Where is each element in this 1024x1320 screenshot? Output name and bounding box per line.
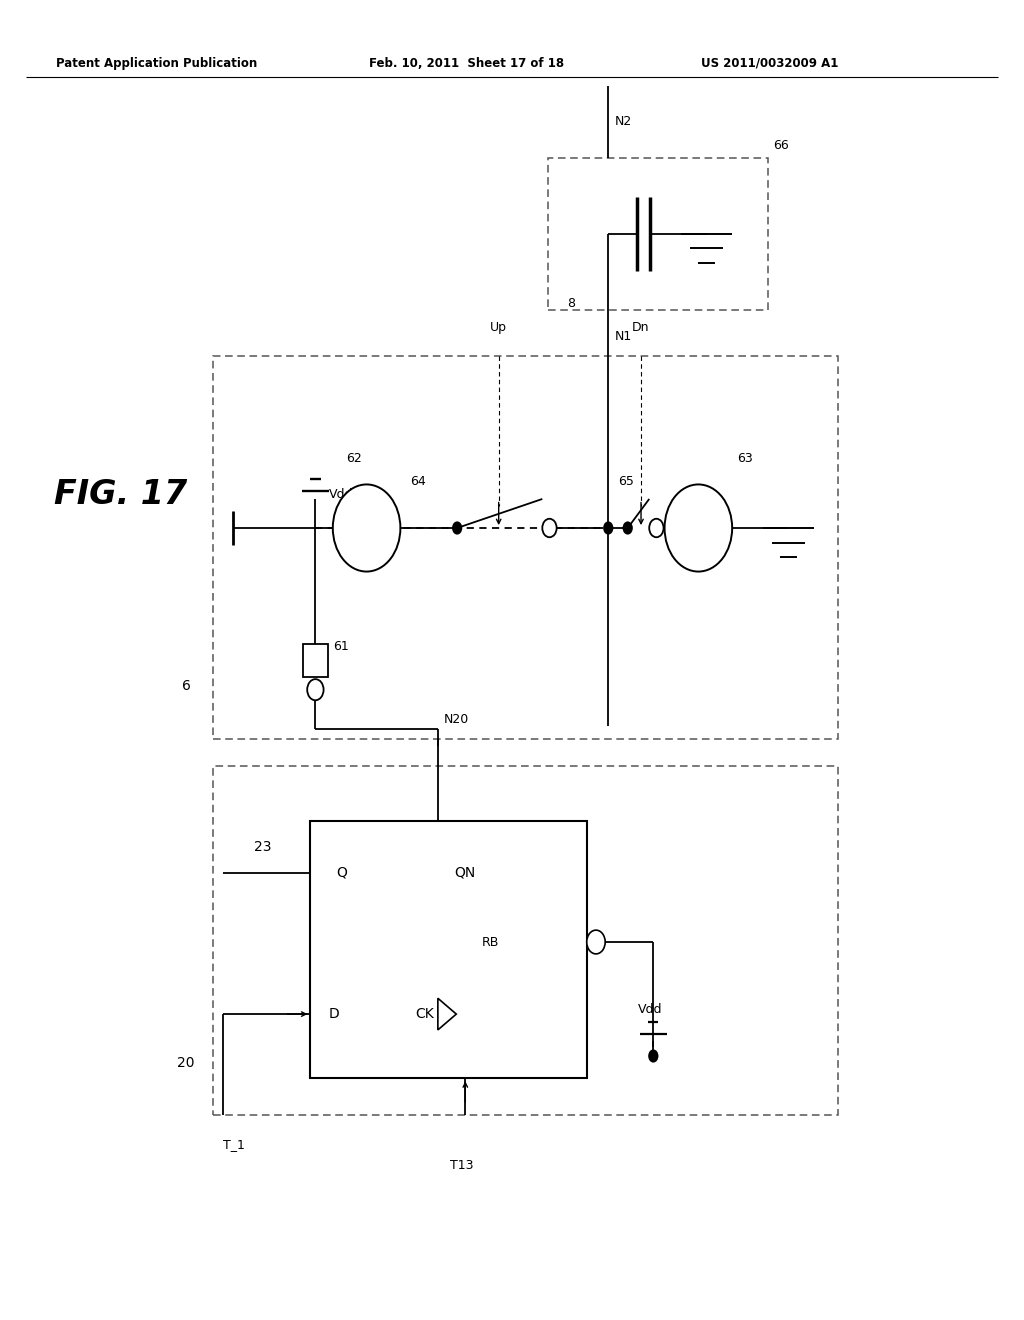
Text: 62: 62 xyxy=(346,451,361,465)
Text: N20: N20 xyxy=(443,713,469,726)
Text: 20: 20 xyxy=(177,1056,195,1069)
Text: Up: Up xyxy=(489,321,507,334)
Text: 64: 64 xyxy=(411,475,426,488)
Circle shape xyxy=(665,484,732,572)
Text: 61: 61 xyxy=(334,640,349,653)
Text: QN: QN xyxy=(454,866,475,879)
Circle shape xyxy=(603,521,613,535)
Text: T13: T13 xyxy=(450,1159,473,1172)
Text: 66: 66 xyxy=(773,139,788,152)
Bar xyxy=(548,158,768,310)
Text: D: D xyxy=(329,1007,339,1022)
Text: 6: 6 xyxy=(182,680,191,693)
Circle shape xyxy=(649,519,664,537)
Text: US 2011/0032009 A1: US 2011/0032009 A1 xyxy=(701,57,839,70)
Text: 8: 8 xyxy=(567,297,575,310)
Bar xyxy=(213,766,838,1115)
Text: Vdd: Vdd xyxy=(638,1003,663,1016)
Text: T_1: T_1 xyxy=(223,1138,245,1151)
Text: 65: 65 xyxy=(618,475,635,488)
Circle shape xyxy=(333,484,400,572)
Text: Feb. 10, 2011  Sheet 17 of 18: Feb. 10, 2011 Sheet 17 of 18 xyxy=(369,57,564,70)
Bar xyxy=(310,821,587,1078)
Text: 23: 23 xyxy=(254,841,271,854)
Circle shape xyxy=(623,521,633,535)
Text: Q: Q xyxy=(336,866,347,879)
Text: Vdd: Vdd xyxy=(329,488,353,502)
Circle shape xyxy=(452,521,462,535)
Text: Patent Application Publication: Patent Application Publication xyxy=(56,57,258,70)
Bar xyxy=(213,356,838,739)
Text: 63: 63 xyxy=(737,451,753,465)
Circle shape xyxy=(587,931,605,954)
Circle shape xyxy=(543,519,557,537)
Text: CK: CK xyxy=(416,1007,434,1022)
Text: N1: N1 xyxy=(614,330,632,343)
Text: FIG. 17: FIG. 17 xyxy=(54,479,187,511)
Circle shape xyxy=(648,1049,658,1063)
Bar xyxy=(303,644,328,676)
Circle shape xyxy=(307,680,324,700)
Text: RB: RB xyxy=(481,936,499,949)
Text: N2: N2 xyxy=(614,115,632,128)
Text: Dn: Dn xyxy=(632,321,649,334)
